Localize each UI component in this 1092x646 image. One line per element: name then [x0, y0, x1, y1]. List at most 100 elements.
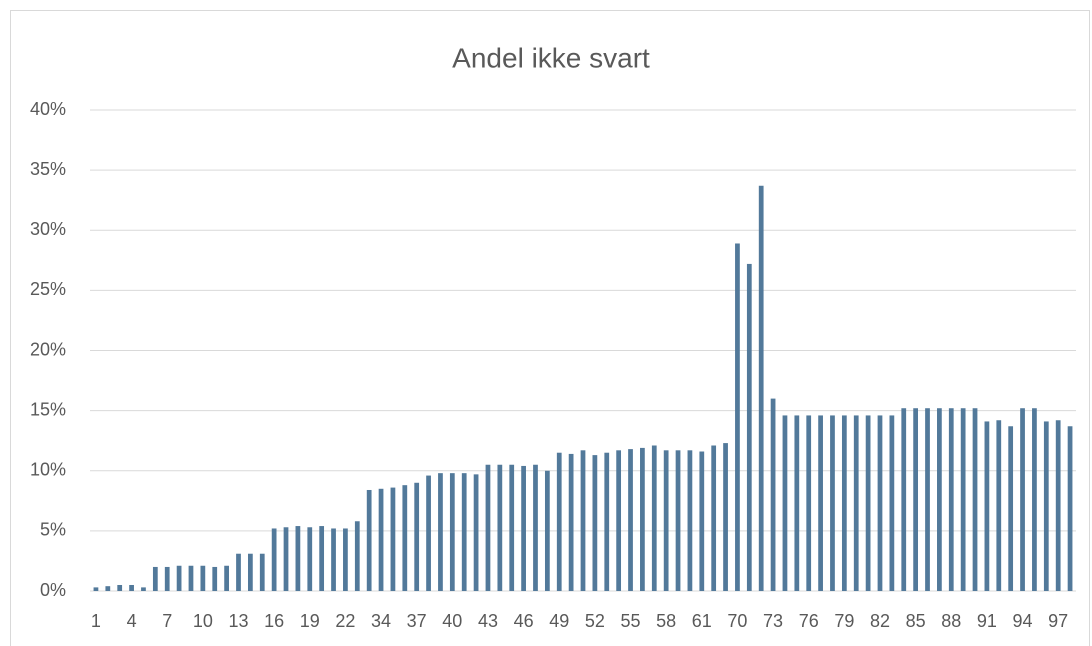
- x-tick-label: 19: [300, 611, 320, 631]
- x-tick-label: 37: [407, 611, 427, 631]
- bar: [877, 415, 883, 591]
- bar: [105, 586, 111, 591]
- bar: [176, 565, 182, 591]
- bar: [533, 464, 538, 591]
- x-tick-label: 97: [1048, 611, 1068, 631]
- bar: [735, 243, 740, 592]
- bar: [937, 408, 942, 591]
- bar: [913, 408, 919, 591]
- bar: [580, 450, 586, 591]
- x-tick-label: 49: [549, 611, 569, 631]
- bar: [354, 521, 360, 591]
- bar: [972, 408, 978, 591]
- bar: [746, 263, 752, 591]
- x-tick-label: 85: [906, 611, 926, 631]
- bar: [295, 526, 301, 591]
- x-tick-label: 10: [193, 611, 213, 631]
- x-tick-label: 70: [727, 611, 747, 631]
- x-tick-label: 88: [941, 611, 961, 631]
- bar: [224, 565, 229, 591]
- bar: [343, 528, 348, 591]
- bar: [723, 443, 728, 591]
- bar: [307, 527, 313, 591]
- bar: [948, 408, 954, 591]
- bar: [628, 449, 633, 591]
- bar: [521, 465, 526, 591]
- bar: [390, 487, 396, 591]
- x-tick-label: 1: [91, 611, 101, 631]
- y-tick-label: 20%: [30, 339, 66, 359]
- bar: [319, 526, 325, 591]
- bar: [331, 528, 336, 591]
- bar: [889, 415, 895, 591]
- bar: [1067, 426, 1073, 591]
- bar: [865, 415, 871, 591]
- bar: [758, 185, 764, 591]
- bar: [984, 421, 990, 591]
- y-tick-label: 5%: [40, 520, 66, 540]
- y-tick-label: 40%: [30, 99, 66, 119]
- bar: [663, 450, 669, 591]
- bar: [117, 584, 123, 591]
- x-tick-label: 55: [621, 611, 641, 631]
- bar: [806, 415, 812, 591]
- bar: [152, 566, 158, 591]
- bar: [1055, 420, 1061, 591]
- x-tick-label: 94: [1013, 611, 1033, 631]
- x-tick-label: 40: [442, 611, 462, 631]
- bar: [901, 408, 907, 591]
- bar: [1043, 421, 1049, 591]
- bar: [449, 473, 455, 591]
- x-tick-label: 13: [228, 611, 248, 631]
- x-tick-label: 61: [692, 611, 712, 631]
- chart-border: [10, 10, 1090, 646]
- bar: [604, 452, 610, 591]
- bar: [461, 473, 467, 591]
- bar: [283, 527, 289, 591]
- x-tick-label: 43: [478, 611, 498, 631]
- bar: [616, 450, 622, 591]
- x-tick-label: 16: [264, 611, 284, 631]
- bar: [1020, 408, 1025, 591]
- bar: [236, 553, 241, 591]
- bar: [509, 464, 515, 591]
- bar: [699, 451, 705, 591]
- bar: [259, 553, 265, 591]
- x-tick-label: 76: [799, 611, 819, 631]
- y-tick-label: 10%: [30, 460, 66, 480]
- x-tick-label: 73: [763, 611, 783, 631]
- bar: [188, 565, 194, 591]
- x-tick-label: 22: [335, 611, 355, 631]
- bar: [592, 455, 598, 591]
- bar: [818, 415, 823, 591]
- bar: [841, 415, 847, 591]
- bar: [129, 584, 134, 591]
- bar: [640, 447, 645, 591]
- bar: [402, 485, 408, 591]
- bar: [770, 398, 776, 591]
- bar: [93, 587, 99, 591]
- y-tick-label: 0%: [40, 580, 66, 600]
- x-tick-label: 46: [514, 611, 534, 631]
- bar: [568, 453, 574, 591]
- bar: [1008, 426, 1014, 591]
- y-tick-label: 35%: [30, 159, 66, 179]
- bar: [556, 452, 562, 591]
- bar: [996, 420, 1002, 591]
- bar: [853, 415, 859, 591]
- bar: [485, 464, 491, 591]
- bar: [473, 474, 479, 591]
- bar: [794, 415, 800, 591]
- y-tick-label: 25%: [30, 279, 66, 299]
- bar: [497, 464, 503, 591]
- bar: [414, 482, 420, 591]
- bar: [687, 450, 693, 591]
- bar: [141, 587, 146, 591]
- bar: [1032, 408, 1037, 591]
- x-tick-label: 4: [127, 611, 137, 631]
- bar: [164, 566, 170, 591]
- y-tick-label: 15%: [30, 399, 66, 419]
- bar: [960, 408, 966, 591]
- bar: [438, 473, 443, 591]
